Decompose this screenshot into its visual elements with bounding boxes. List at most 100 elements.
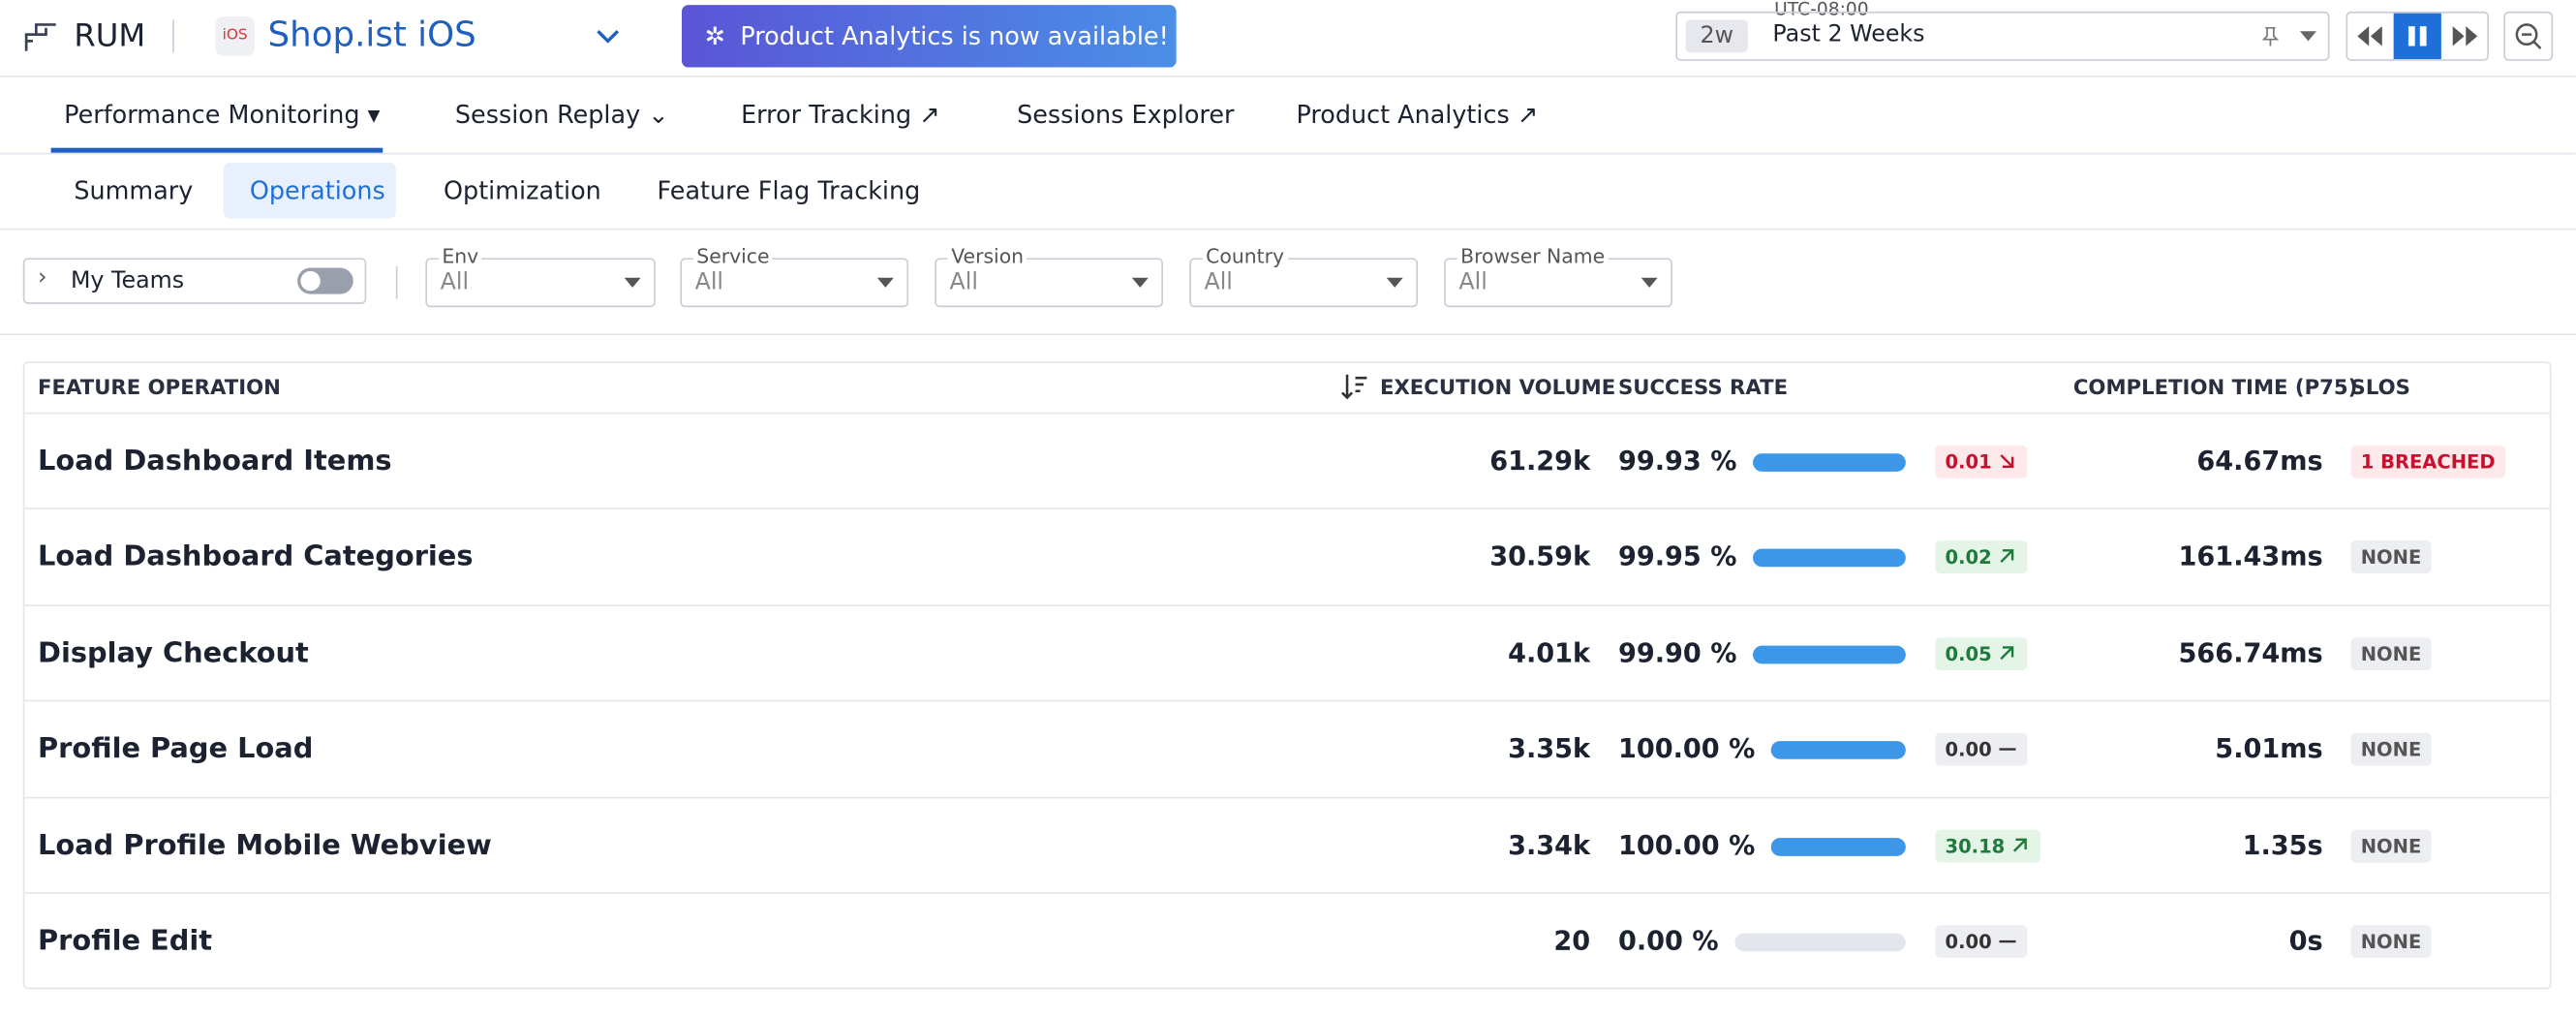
- success-rate: 99.95 %: [1617, 540, 1737, 573]
- nav-underline: [50, 147, 383, 153]
- zoom-out-button[interactable]: [2503, 11, 2554, 61]
- subtab[interactable]: Summary: [74, 175, 194, 206]
- announcement-banner[interactable]: ✲ Product Analytics is now available! →: [682, 5, 1204, 68]
- filter-label: Env: [438, 244, 482, 268]
- subtab-active-bg: [223, 162, 396, 219]
- trend-icon: [2001, 645, 2014, 660]
- banner-icon: ✲: [704, 21, 726, 51]
- delta-value: 0.01: [1945, 449, 1992, 474]
- sort-icon[interactable]: [1339, 371, 1369, 401]
- delta-chip: 0.02: [1935, 540, 2028, 574]
- success-rate: 0.00 %: [1617, 925, 1719, 957]
- forward-button[interactable]: [2441, 14, 2487, 59]
- column-header[interactable]: SUCCESS RATE: [1617, 374, 1789, 400]
- success-rate: 99.93 %: [1617, 445, 1737, 477]
- table-row[interactable]: Profile Page Load 3.35k 100.00 % 0.00 5.01ms…: [22, 699, 2552, 797]
- execution-volume: 3.34k: [1508, 828, 1591, 861]
- nav-tab[interactable]: Sessions Explorer: [1017, 100, 1235, 131]
- filter-dropdown[interactable]: Service All: [680, 244, 909, 308]
- delta-value: 0.02: [1945, 545, 1992, 570]
- teams-filter[interactable]: › My Teams: [22, 258, 367, 304]
- divider: [0, 333, 2576, 336]
- delta-value: 30.18: [1945, 834, 2006, 857]
- table-row[interactable]: Load Dashboard Items 61.29k 99.93 % 0.01 64.…: [22, 412, 2552, 509]
- filter-caret: [1641, 277, 1658, 288]
- execution-volume: 20: [1553, 925, 1591, 957]
- execution-volume: 30.59k: [1489, 540, 1591, 573]
- column-header[interactable]: EXECUTION VOLUME: [1379, 374, 1616, 400]
- app-name[interactable]: Shop.ist iOS: [267, 15, 476, 54]
- trend-icon: [2000, 748, 2017, 752]
- nav-tab[interactable]: Error Tracking ↗: [741, 100, 940, 131]
- delta-chip: 0.05: [1935, 636, 2028, 670]
- delta-value: 0.00: [1945, 930, 1992, 953]
- separator: [395, 265, 398, 299]
- operation-name: Load Dashboard Categories: [38, 540, 474, 574]
- banner-text: Product Analytics is now available!: [740, 21, 1169, 51]
- product-name: RUM: [74, 17, 146, 54]
- filter-dropdown[interactable]: Browser Name All: [1444, 244, 1672, 308]
- filter-label: Version: [947, 244, 1027, 268]
- app-chevron[interactable]: [595, 24, 621, 47]
- time-caret[interactable]: [2298, 28, 2317, 45]
- rate-bar: [1770, 837, 1906, 856]
- nav-tab[interactable]: Product Analytics ↗: [1296, 100, 1539, 131]
- column-header[interactable]: SLOS: [2350, 374, 2410, 400]
- success-rate: 99.90 %: [1617, 636, 1737, 669]
- nav-tab[interactable]: Session Replay ⌄: [454, 100, 669, 131]
- time-picker[interactable]: 2w Past 2 Weeks: [1675, 11, 2330, 61]
- slo-status: NONE: [2350, 636, 2432, 670]
- rate-track: [1753, 453, 1906, 472]
- delta-chip: 0.01: [1935, 445, 2028, 478]
- operation-name: Load Dashboard Items: [38, 445, 392, 478]
- filter-dropdown[interactable]: Env All: [425, 244, 656, 308]
- execution-volume: 4.01k: [1508, 636, 1591, 669]
- nav-label: Product Analytics: [1296, 100, 1510, 131]
- table-row[interactable]: Profile Edit 20 0.00 % 0.00 0s NONE: [22, 892, 2552, 989]
- table-row[interactable]: Display Checkout 4.01k 99.90 % 0.05 566.74ms…: [22, 603, 2552, 701]
- trend-icon: [2000, 940, 2017, 943]
- nav-label: Performance Monitoring: [64, 100, 360, 131]
- slo-status: NONE: [2350, 925, 2432, 959]
- banner-arrow: →: [1183, 21, 1205, 51]
- nav-tab[interactable]: Performance Monitoring ▾: [64, 100, 381, 131]
- rum-icon: [24, 23, 56, 51]
- filter-value: All: [440, 269, 470, 296]
- filter-label: Browser Name: [1457, 244, 1609, 268]
- subtab[interactable]: Feature Flag Tracking: [657, 175, 921, 206]
- slo-status: 1 BREACHED: [2350, 445, 2505, 478]
- filter-caret: [876, 277, 894, 288]
- rate-track: [1734, 933, 1906, 952]
- column-header[interactable]: FEATURE OPERATION: [38, 374, 281, 400]
- slo-status: NONE: [2350, 828, 2432, 862]
- filter-value: All: [949, 269, 978, 296]
- slo-status: NONE: [2350, 732, 2432, 766]
- rewind-button[interactable]: [2347, 14, 2393, 59]
- table-row[interactable]: Load Profile Mobile Webview 3.34k 100.00 %…: [22, 796, 2552, 893]
- toggle[interactable]: [297, 267, 353, 294]
- rate-track: [1753, 549, 1906, 568]
- rate-track: [1770, 837, 1906, 856]
- rate-bar: [1753, 549, 1906, 568]
- execution-volume: 3.35k: [1508, 732, 1591, 765]
- rate-track: [1770, 741, 1906, 760]
- subtab[interactable]: Optimization: [444, 175, 601, 206]
- filter-caret: [624, 277, 641, 288]
- column-header[interactable]: COMPLETION TIME (P75): [2072, 374, 2358, 400]
- pin-icon[interactable]: [2259, 24, 2283, 47]
- time-chip: 2w: [1685, 19, 1748, 53]
- subtab[interactable]: Operations: [249, 175, 385, 206]
- pause-button[interactable]: [2393, 13, 2441, 60]
- delta-chip: 0.00: [1935, 732, 2028, 766]
- filter-label: Country: [1202, 244, 1288, 268]
- operation-name: Load Profile Mobile Webview: [38, 828, 492, 862]
- filter-dropdown[interactable]: Version All: [935, 244, 1164, 308]
- rate-track: [1753, 645, 1906, 664]
- operation-name: Profile Edit: [38, 925, 213, 959]
- table-row[interactable]: Load Dashboard Categories 30.59k 99.95 % 0.…: [22, 508, 2552, 605]
- filter-value: All: [694, 269, 724, 296]
- filter-dropdown[interactable]: Country All: [1189, 244, 1418, 308]
- trend-icon: [2001, 454, 2014, 468]
